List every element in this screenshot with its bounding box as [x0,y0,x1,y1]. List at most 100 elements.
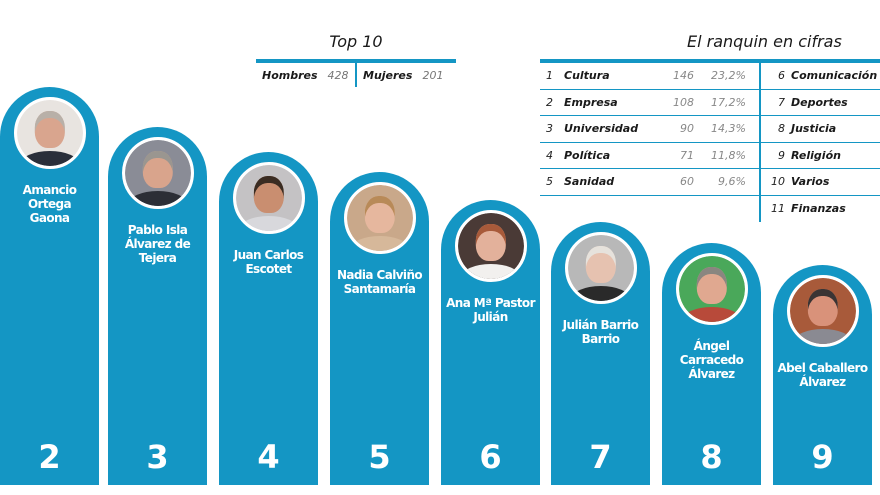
table-row: 2 Empresa 108 17,2% [540,90,759,116]
portrait-icon [16,100,83,166]
person-rank: 2 [38,438,61,476]
portrait-icon [124,140,191,206]
person-name: Abel Caballero Álvarez [773,361,872,389]
person-photo [121,137,194,209]
row-rank: 6 [778,69,785,83]
table-row: 6 Comunicación [761,63,880,90]
shoulders-shape [19,151,80,166]
person-name-line2: Gaona [29,211,70,225]
person-name: Pablo Isla Álvarez de Tejera [108,223,207,265]
men-count: 428 [327,68,349,82]
row-rank: 8 [778,122,785,136]
row-rank: 5 [546,175,553,189]
person-name-line1: Ana Mª Pastor [446,296,535,310]
person-rank: 8 [700,438,723,476]
row-percent: 14,3% [711,122,746,136]
women-cell: Mujeres 201 [355,63,456,87]
shoulders-shape [349,236,410,251]
person-rank: 6 [479,438,502,476]
person-name: Amancio Ortega Gaona [0,183,99,225]
person-name-line1: Ángel Carracedo [679,339,744,367]
row-category: Finanzas [791,202,846,216]
portrait-icon [789,278,856,344]
row-category: Justicia [791,122,837,136]
person-photo [786,275,859,347]
men-label: Hombres [262,68,318,82]
head-shape [253,175,284,213]
person-name: Nadia Calviño Santamaría [330,268,429,296]
person-column-rank-8: Ángel Carracedo Álvarez 8 [662,243,761,485]
row-rank: 7 [778,95,785,109]
row-rank: 2 [546,95,553,109]
row-rank: 9 [778,148,785,162]
row-rank: 4 [546,148,553,162]
person-name-line2: Álvarez [799,375,846,389]
person-photo [13,97,86,169]
table-row: 9 Religión [761,143,880,169]
head-shape [364,195,395,233]
person-name-line1: Nadia Calviño [336,268,423,282]
row-category: Empresa [564,95,618,109]
row-rank: 1 [546,69,553,83]
person-name-line2: Santamaría [343,282,416,296]
portrait-icon [678,256,745,322]
person-column-rank-5: Nadia Calviño Santamaría 5 [330,172,429,485]
row-count: 108 [673,95,694,109]
head-shape [475,223,506,261]
person-name: Juan Carlos Escotet [219,248,318,276]
table-row: 7 Deportes [761,90,880,116]
person-name-line2: Escotet [245,262,292,276]
row-percent: 9,6% [718,175,746,189]
person-column-rank-9: Abel Caballero Álvarez 9 [773,265,872,485]
portrait-icon [457,213,524,279]
person-photo [564,232,637,304]
row-percent: 11,8% [711,148,746,162]
men-cell: Hombres 428 [256,63,355,87]
table-row: 11 Finanzas [761,196,880,223]
table-row: 3 Universidad 90 14,3% [540,116,759,143]
head-shape [807,288,838,326]
person-name-line1: Pablo Isla [127,223,188,237]
person-photo [454,210,527,282]
shoulders-shape [681,307,742,322]
row-category: Religión [791,148,841,162]
row-percent: 17,2% [711,95,746,109]
portrait-icon [346,185,413,251]
ranking-figures-divider [540,59,880,63]
row-category: Cultura [564,69,610,83]
top10-title: Top 10 [329,32,383,51]
row-rank: 11 [771,202,785,216]
person-rank: 5 [368,438,391,476]
table-row: 1 Cultura 146 23,2% [540,63,759,90]
row-category: Varios [791,175,830,189]
person-name-line2: Álvarez de Tejera [124,237,191,265]
person-name-line2: Barrio [581,332,620,346]
person-name-line1: Amancio Ortega [22,183,77,211]
row-category: Universidad [564,122,639,136]
row-rank: 10 [771,175,785,189]
person-name-line2: Julián [473,310,508,324]
person-name-line1: Abel Caballero [777,361,868,375]
person-column-rank-2: Amancio Ortega Gaona 2 [0,87,99,485]
portrait-icon [235,165,302,231]
person-column-rank-6: Ana Mª Pastor Julián 6 [441,200,540,485]
row-percent: 23,2% [711,69,746,83]
table-row: 8 Justicia [761,116,880,143]
person-column-rank-3: Pablo Isla Álvarez de Tejera 3 [108,127,207,485]
shoulders-shape [460,264,521,279]
table-row: 10 Varios [761,169,880,196]
head-shape [142,150,173,188]
shoulders-shape [238,216,299,231]
person-photo [675,253,748,325]
row-count: 146 [673,69,694,83]
shoulders-shape [127,191,188,206]
shoulders-shape [570,286,631,301]
table-row: 5 Sanidad 60 9,6% [540,169,759,196]
person-name: Ángel Carracedo Álvarez [662,339,761,381]
person-rank: 9 [811,438,834,476]
head-shape [696,266,727,304]
row-count: 60 [680,175,694,189]
ranking-figures-right-table: 6 Comunicación 7 Deportes 8 Justicia 9 Relig… [759,63,880,222]
person-photo [232,162,305,234]
row-category: Comunicación [791,69,878,83]
